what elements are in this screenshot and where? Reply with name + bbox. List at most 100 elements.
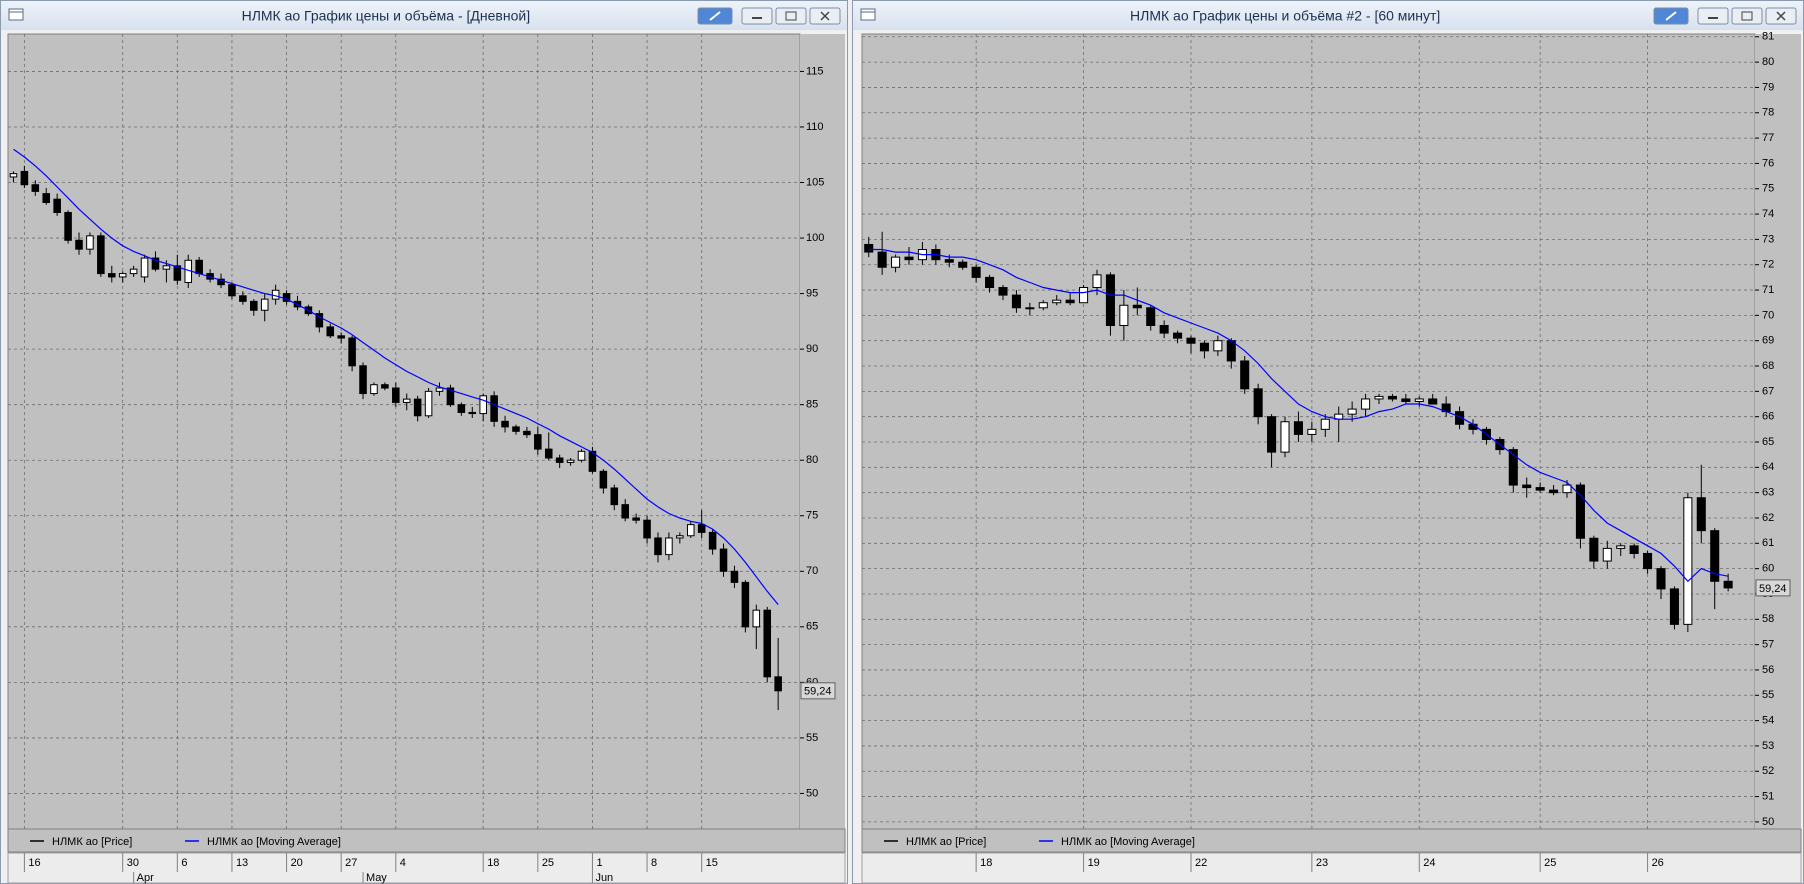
candle-body — [752, 609, 761, 628]
candle-body — [676, 535, 684, 539]
y-tick-label: 61 — [1762, 537, 1774, 549]
candle-body — [1146, 307, 1156, 327]
candle-body — [424, 390, 433, 417]
candle-body — [468, 411, 477, 415]
candle-body — [1723, 580, 1733, 589]
candle-body — [381, 384, 389, 389]
candle-body — [271, 289, 280, 300]
title-bar — [853, 1, 1803, 30]
y-tick-label: 68 — [1762, 360, 1774, 372]
window-icon — [860, 8, 876, 21]
y-tick-label: 74 — [1762, 208, 1774, 220]
candle-body — [877, 251, 887, 268]
candle-body — [129, 268, 138, 275]
candle-body — [1629, 545, 1639, 554]
candle-body — [31, 184, 40, 192]
y-tick-label: 53 — [1762, 740, 1774, 752]
minimize-button[interactable] — [741, 7, 773, 25]
candle-body — [1361, 398, 1371, 410]
candle-body — [958, 261, 968, 268]
candle-body — [1643, 552, 1653, 570]
candle-body — [1079, 287, 1089, 304]
maximize-glyph — [1741, 11, 1753, 21]
candle-body — [599, 470, 608, 489]
candle-body — [140, 257, 149, 278]
y-tick-label: 54 — [1762, 715, 1774, 727]
candle-body — [864, 243, 874, 253]
close-glyph — [1776, 11, 1786, 21]
candle-body — [643, 519, 651, 539]
link-glyph — [709, 11, 721, 21]
y-tick-label: 69 — [1762, 335, 1774, 347]
last-price-label: 59,24 — [804, 686, 832, 698]
minimize-button[interactable] — [1697, 7, 1729, 25]
y-tick-label: 70 — [1762, 309, 1774, 321]
candle-body — [173, 265, 182, 281]
y-tick-label: 66 — [1762, 411, 1774, 423]
y-tick-label: 57 — [1762, 639, 1774, 651]
candle-body — [359, 365, 367, 395]
y-tick-label: 55 — [1762, 689, 1774, 701]
price-axis — [1755, 34, 1801, 829]
y-tick-label: 58 — [1762, 613, 1774, 625]
candle-body — [1683, 497, 1693, 625]
last-price-box — [1755, 579, 1791, 597]
candle-body — [1065, 299, 1075, 304]
candle-body — [1428, 398, 1438, 405]
candle-body — [998, 287, 1008, 296]
maximize-glyph — [785, 11, 797, 21]
candle-body — [64, 212, 72, 241]
y-tick-label: 71 — [1762, 284, 1774, 296]
candle-body — [1522, 484, 1532, 489]
x-tick-label: 1 — [596, 857, 602, 869]
candle-body — [1253, 388, 1263, 418]
candle-body — [195, 259, 203, 275]
legend-label: НЛМК ао [Price] — [52, 836, 132, 848]
y-tick-label: 65 — [1762, 436, 1774, 448]
candle-body — [239, 295, 247, 302]
legend-label: НЛМК ао [Price] — [906, 836, 986, 848]
candle-body — [1280, 421, 1290, 453]
x-tick-label: 18 — [980, 857, 992, 869]
candle-body — [75, 239, 83, 250]
candle-body — [118, 273, 127, 278]
maximize-button[interactable] — [775, 7, 807, 25]
candle-body — [53, 198, 61, 214]
y-tick-label: 60 — [1762, 563, 1774, 575]
candle-body — [501, 420, 509, 428]
y-tick-label: 51 — [1762, 790, 1774, 802]
y-tick-label: 77 — [1762, 132, 1774, 144]
y-tick-label: 62 — [1762, 512, 1774, 524]
candle-body — [1159, 325, 1169, 334]
candle-body — [162, 265, 171, 270]
candle-body — [1401, 398, 1411, 402]
plot-area — [7, 33, 801, 830]
x-tick-label: 22 — [1195, 857, 1207, 869]
candle-body — [904, 256, 914, 261]
candle-body — [1052, 299, 1062, 304]
candle-body — [348, 337, 356, 367]
y-tick-label: 110 — [806, 121, 824, 133]
price-axis — [800, 34, 845, 829]
candle-body — [1347, 408, 1357, 415]
maximize-button[interactable] — [1731, 7, 1763, 25]
last-price-box — [800, 682, 836, 700]
candle-body — [1186, 337, 1196, 344]
x-tick-label: 25 — [542, 857, 554, 869]
y-tick-label: 67 — [1762, 385, 1774, 397]
candle-body — [1589, 537, 1599, 562]
legend-label: НЛМК ао [Moving Average] — [1061, 836, 1195, 848]
x-tick-label: 30 — [127, 857, 139, 869]
y-tick-label: 90 — [806, 343, 818, 355]
candle-body — [1562, 484, 1572, 494]
x-tick-label: 15 — [706, 857, 718, 869]
candle-body — [479, 395, 487, 415]
candle-body — [370, 384, 378, 395]
candle-body — [1669, 588, 1679, 625]
window-title: НЛМК ао График цены и объёма - [Дневной] — [242, 8, 531, 24]
window-title: НЛМК ао График цены и объёма #2 - [60 ми… — [1130, 8, 1440, 24]
candle-body — [985, 276, 995, 289]
candle-body — [534, 434, 542, 450]
y-tick-label: 81 — [1762, 31, 1774, 43]
y-tick-label: 80 — [1762, 56, 1774, 68]
